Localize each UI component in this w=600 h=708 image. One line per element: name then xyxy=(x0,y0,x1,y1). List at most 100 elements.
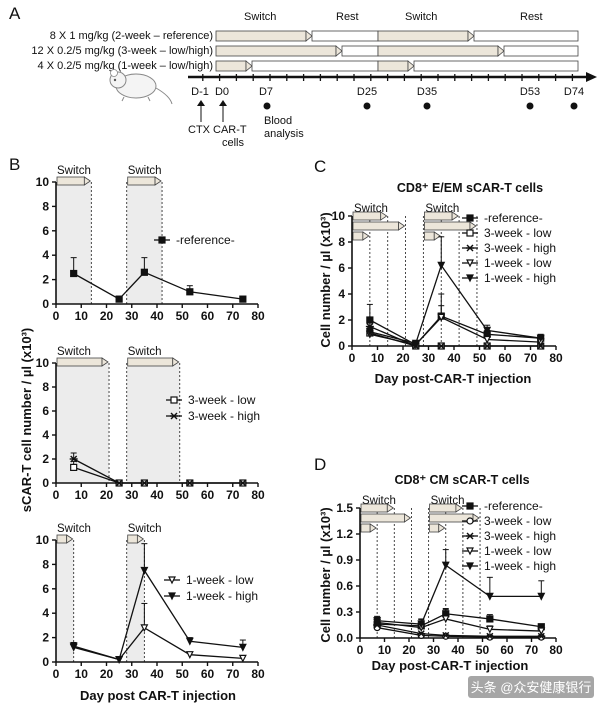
x-tick-label: 50 xyxy=(176,309,190,323)
watermark-background xyxy=(468,676,594,698)
switch-label: Switch xyxy=(128,523,162,535)
marker-triangle-filled xyxy=(441,561,450,570)
panel-d-y-axis-title: Cell number / µl (x10³) xyxy=(318,507,333,642)
y-tick-label: 6 xyxy=(338,261,345,275)
switch-arrow-head xyxy=(438,523,446,533)
marker-square-filled xyxy=(486,615,494,623)
blood-drop-marker xyxy=(423,102,431,110)
panel-letter-a: A xyxy=(9,4,21,23)
switch-label: Switch xyxy=(57,523,91,535)
blood-drop-marker xyxy=(263,102,271,110)
y-tick-label: 2 xyxy=(42,452,49,466)
switch-arrow-body xyxy=(423,231,435,241)
marker-circle-open xyxy=(466,517,474,525)
switch-arrow-body xyxy=(352,221,399,231)
switch-arrow-head xyxy=(451,211,459,221)
x-tick-label: 80 xyxy=(549,643,563,657)
blood-drop-marker xyxy=(363,102,371,110)
marker-square-filled xyxy=(239,295,247,303)
switch-arrow-body xyxy=(360,503,388,513)
x-tick-label: 50 xyxy=(176,667,190,681)
bar-arrow-head xyxy=(497,45,505,57)
bar-switch-segment xyxy=(215,45,337,57)
switch-shaded-region xyxy=(56,182,92,304)
y-tick-label: 4 xyxy=(338,287,345,301)
x-tick-label: 80 xyxy=(251,667,265,681)
y-tick-label: 10 xyxy=(332,209,346,223)
y-tick-label: 0.3 xyxy=(336,605,353,619)
day-label: D53 xyxy=(520,86,540,98)
x-tick-label: 60 xyxy=(498,351,512,365)
series-1-week-high xyxy=(365,236,545,348)
series-reference xyxy=(373,608,545,631)
x-tick-label: 0 xyxy=(53,309,60,323)
x-tick-label: 40 xyxy=(150,488,164,502)
legend-label: 3-week - high xyxy=(188,409,260,423)
marker-triangle-filled xyxy=(466,562,474,571)
panel-b-x-axis-title: Day post CAR-T injection xyxy=(80,688,236,703)
marker-square-filled xyxy=(466,502,474,510)
y-tick-label: 6 xyxy=(42,404,49,418)
x-tick-label: 50 xyxy=(476,643,490,657)
switch-arrow-body xyxy=(352,231,364,241)
switch-arrow-head xyxy=(362,231,370,241)
bar-rest-segment xyxy=(311,30,379,42)
marker-star xyxy=(483,342,492,350)
marker-triangle-filled xyxy=(411,339,420,348)
legend-entry: 3-week - low xyxy=(166,393,256,407)
marker-square-filled xyxy=(186,288,194,296)
regimen-label-1week: 4 X 0.2/5 mg/kg (1-week – low/high) xyxy=(38,60,213,72)
panel-letter-b: B xyxy=(9,155,20,174)
y-tick-label: 1.2 xyxy=(336,527,353,541)
bar-rest-segment xyxy=(473,30,579,42)
marker-star xyxy=(441,631,450,639)
y-tick-label: 8 xyxy=(42,557,49,571)
y-tick-label: 4 xyxy=(42,428,49,442)
legend-entry: 1-week - high xyxy=(462,271,556,285)
event-blood-label: Blood xyxy=(264,115,292,127)
bar-arrow-head xyxy=(335,45,343,57)
switch-arrow-head xyxy=(154,176,162,186)
legend-label: 1-week - high xyxy=(186,589,258,603)
legend-entry: 1-week - low xyxy=(164,573,254,587)
switch-arrow-head xyxy=(136,534,145,544)
switch-arrow-head xyxy=(172,357,180,367)
marker-star xyxy=(185,479,194,487)
legend-label: 3-week - high xyxy=(484,241,556,255)
series-1-week-high xyxy=(373,549,546,629)
timeline-ticks xyxy=(202,74,574,81)
legend-label: 3-week - low xyxy=(188,393,256,407)
marker-star xyxy=(170,412,178,420)
switch-arrow-body xyxy=(360,513,405,523)
switch-label: Switch xyxy=(128,165,162,177)
x-tick-label: 20 xyxy=(100,488,114,502)
x-tick-label: 60 xyxy=(201,488,215,502)
switch-arrow-body xyxy=(127,357,174,367)
marker-star xyxy=(417,630,426,638)
switch-arrow-body xyxy=(423,221,471,231)
regimen-bar-reference xyxy=(215,30,579,42)
switch-arrow-head xyxy=(83,176,92,186)
legend-entry: 3-week - high xyxy=(462,529,556,543)
y-tick-label: 4 xyxy=(42,248,49,262)
switch-arrow-body xyxy=(352,211,382,221)
panel-b-y-axis-title: sCAR-T cell number / µl (x10³) xyxy=(19,328,34,512)
legend-entry: 1-week - low xyxy=(462,544,552,558)
switch-arrow-head xyxy=(398,221,406,231)
marker-square-filled xyxy=(115,295,123,303)
y-tick-label: 0.0 xyxy=(336,631,353,645)
marker-triangle-open xyxy=(168,576,176,585)
legend-label: -reference- xyxy=(484,499,543,513)
y-tick-label: 6 xyxy=(42,224,49,238)
y-tick-label: 10 xyxy=(36,356,50,370)
y-tick-label: 0 xyxy=(42,476,49,490)
panel-c-title: CD8⁺ E/EM sCAR-T cells xyxy=(397,181,543,195)
legend-label: -reference- xyxy=(176,233,235,247)
switch-arrow-body xyxy=(429,523,440,533)
series-1-week-high xyxy=(69,543,247,664)
y-tick-label: 0.9 xyxy=(336,553,353,567)
legend-entry: 1-week - low xyxy=(462,256,552,270)
x-tick-label: 40 xyxy=(447,351,461,365)
bar-rest-segment xyxy=(413,60,579,72)
